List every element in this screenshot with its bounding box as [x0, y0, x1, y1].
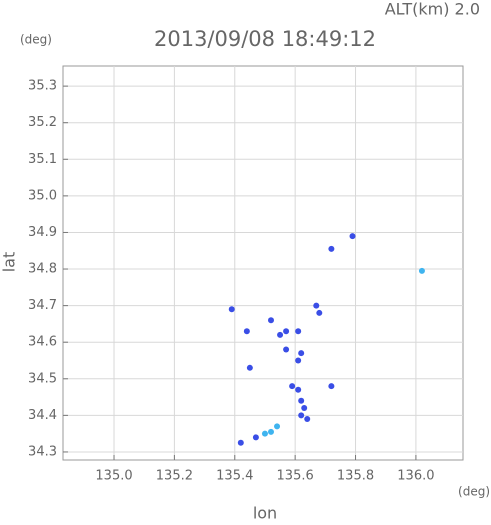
y-tick-label: 34.7 [28, 298, 57, 313]
y-tick-label: 34.9 [28, 225, 57, 240]
y-unit: (deg) [20, 33, 52, 47]
echo-point [295, 357, 302, 364]
echo-point [252, 434, 259, 441]
echo-point [313, 302, 320, 309]
x-unit: (deg) [458, 485, 490, 499]
y-tick-label: 34.5 [28, 371, 57, 386]
echo-point [268, 317, 274, 324]
y-tick-label: 35.0 [28, 188, 57, 203]
echo-point [304, 416, 311, 423]
y-tick-label: 34.4 [28, 408, 57, 423]
y-axis-label: lat [0, 252, 19, 273]
x-tick-label: 135.2 [156, 469, 193, 484]
echo-point [268, 428, 274, 435]
echo-point [261, 430, 268, 437]
echo-point [246, 364, 253, 371]
echo-point [298, 350, 305, 357]
y-tick-label: 34.6 [28, 335, 57, 350]
y-tick-label: 34.8 [28, 262, 57, 277]
echo-point [298, 397, 305, 404]
y-tick-label: 35.3 [28, 79, 57, 94]
x-tick-label: 135.4 [216, 469, 253, 484]
echo-point [237, 439, 244, 446]
echo-point [277, 331, 284, 338]
plot-frame [62, 65, 464, 461]
y-tick-label: 35.1 [28, 152, 57, 167]
y-tick-label: 34.3 [28, 444, 57, 459]
echo-point [283, 346, 290, 353]
y-tick-label: 35.2 [28, 115, 57, 130]
echo-point [349, 233, 356, 240]
echo-point [298, 412, 305, 419]
echo-point [316, 309, 323, 316]
echo-point [295, 328, 302, 335]
x-axis-label: lon [253, 504, 277, 522]
x-tick-label: 136.0 [397, 469, 434, 484]
echo-point [289, 383, 296, 390]
echo-point [295, 386, 302, 393]
echo-point [274, 423, 281, 430]
echo-point [228, 306, 235, 313]
x-tick-label: 135.0 [95, 469, 132, 484]
echo-point [328, 383, 335, 390]
x-tick-label: 135.8 [337, 469, 374, 484]
chart-title: 2013/09/08 18:49:12 [154, 27, 376, 51]
echo-point [418, 267, 425, 274]
echo-point [243, 328, 250, 335]
echo-point [283, 328, 290, 335]
altitude-label: ALT(km) 2.0 [385, 0, 480, 19]
x-tick-label: 135.6 [277, 469, 314, 484]
echo-point [301, 405, 308, 412]
echo-point [328, 245, 335, 252]
